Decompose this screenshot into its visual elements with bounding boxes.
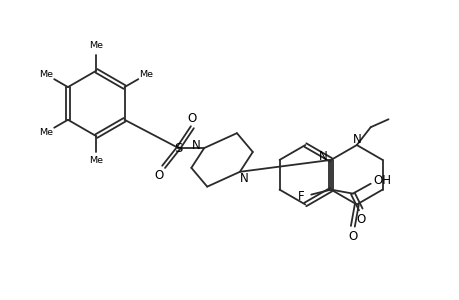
- Text: O: O: [347, 230, 357, 243]
- Text: N: N: [352, 133, 360, 146]
- Text: OH: OH: [373, 174, 391, 187]
- Text: S: S: [174, 142, 182, 154]
- Text: Me: Me: [89, 156, 103, 165]
- Text: N: N: [318, 150, 327, 164]
- Text: F: F: [297, 190, 304, 203]
- Text: Me: Me: [89, 41, 103, 50]
- Text: N: N: [191, 139, 200, 152]
- Text: O: O: [154, 169, 163, 182]
- Text: O: O: [187, 112, 196, 125]
- Text: O: O: [355, 213, 364, 226]
- Text: N: N: [239, 172, 248, 185]
- Text: Me: Me: [139, 70, 153, 79]
- Text: Me: Me: [39, 70, 53, 79]
- Text: Me: Me: [39, 128, 53, 137]
